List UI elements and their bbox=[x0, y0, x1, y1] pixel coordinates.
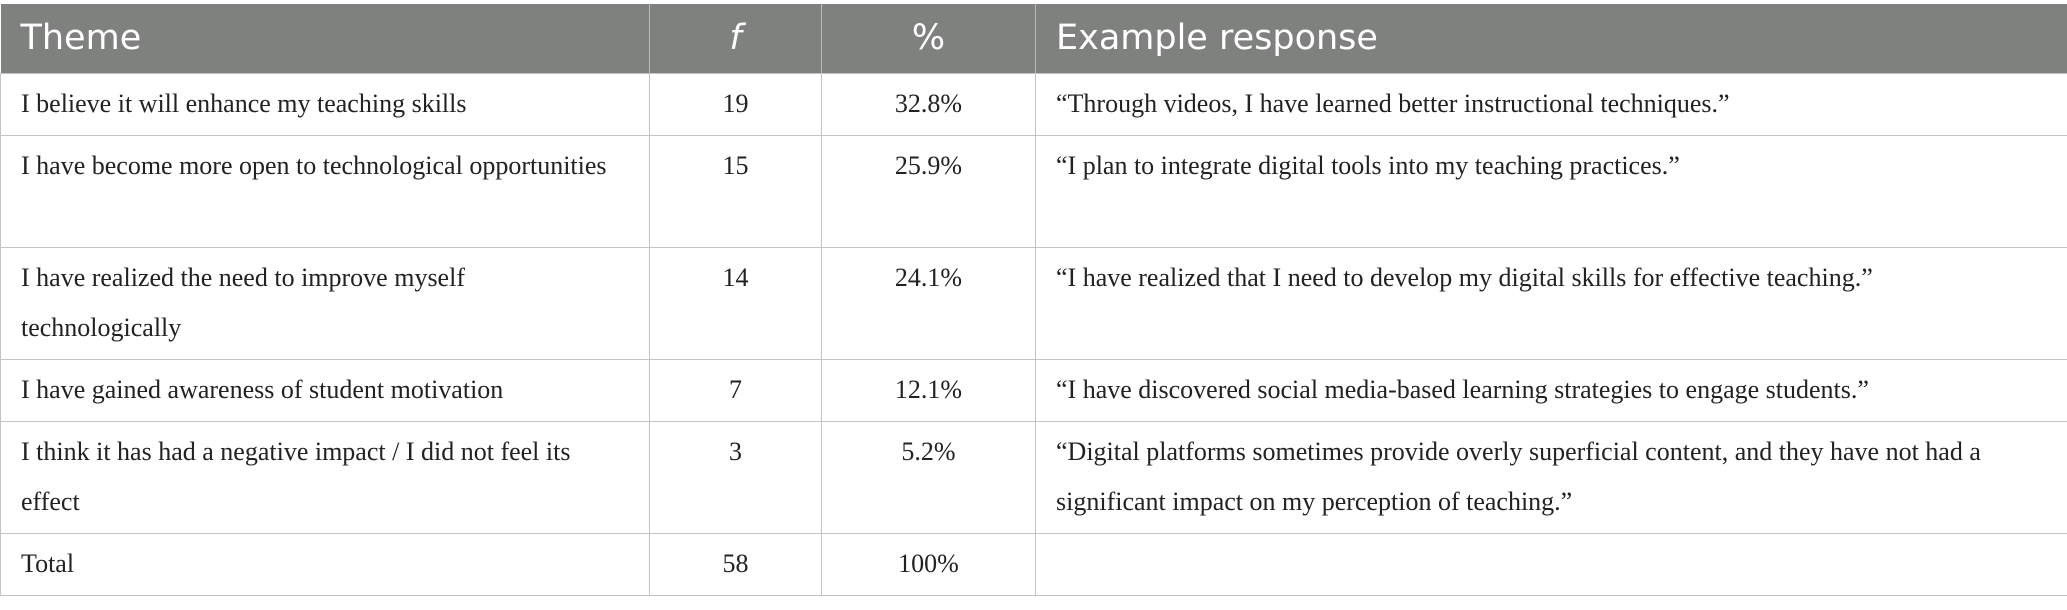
theme-table: Theme f % Example response I believe it … bbox=[0, 4, 2067, 596]
cell-theme: I have realized the need to improve myse… bbox=[0, 246, 650, 360]
cell-total-label: Total bbox=[0, 532, 650, 596]
cell-theme: I have gained awareness of student motiv… bbox=[0, 358, 650, 422]
header-theme: Theme bbox=[0, 4, 650, 73]
table-row: I think it has had a negative impact / I… bbox=[0, 420, 2067, 534]
header-example-response: Example response bbox=[1035, 4, 2067, 73]
cell-frequency: 14 bbox=[649, 246, 822, 360]
cell-example-response: “I plan to integrate digital tools into … bbox=[1035, 134, 2067, 248]
cell-theme: I have become more open to technological… bbox=[0, 134, 650, 248]
cell-percent: 5.2% bbox=[821, 420, 1036, 534]
table-row: I have gained awareness of student motiv… bbox=[0, 358, 2067, 422]
table-header-row: Theme f % Example response bbox=[0, 4, 2067, 73]
table-total-row: Total 58 100% bbox=[0, 532, 2067, 596]
cell-frequency: 3 bbox=[649, 420, 822, 534]
table-row: I have realized the need to improve myse… bbox=[0, 246, 2067, 360]
cell-example-response: “Digital platforms sometimes provide ove… bbox=[1035, 420, 2067, 534]
cell-example-response: “I have discovered social media-based le… bbox=[1035, 358, 2067, 422]
cell-theme: I think it has had a negative impact / I… bbox=[0, 420, 650, 534]
cell-example-response: “Through videos, I have learned better i… bbox=[1035, 72, 2067, 136]
cell-percent: 12.1% bbox=[821, 358, 1036, 422]
cell-frequency: 19 bbox=[649, 72, 822, 136]
header-percent: % bbox=[821, 4, 1036, 73]
cell-percent: 32.8% bbox=[821, 72, 1036, 136]
cell-theme: I believe it will enhance my teaching sk… bbox=[0, 72, 650, 136]
cell-total-percent: 100% bbox=[821, 532, 1036, 596]
cell-frequency: 15 bbox=[649, 134, 822, 248]
cell-percent: 25.9% bbox=[821, 134, 1036, 248]
table-row: I have become more open to technological… bbox=[0, 134, 2067, 248]
cell-percent: 24.1% bbox=[821, 246, 1036, 360]
cell-total-example bbox=[1035, 532, 2067, 596]
table-row: I believe it will enhance my teaching sk… bbox=[0, 72, 2067, 136]
cell-frequency: 7 bbox=[649, 358, 822, 422]
cell-example-response: “I have realized that I need to develop … bbox=[1035, 246, 2067, 360]
header-frequency: f bbox=[649, 4, 822, 73]
cell-total-frequency: 58 bbox=[649, 532, 822, 596]
